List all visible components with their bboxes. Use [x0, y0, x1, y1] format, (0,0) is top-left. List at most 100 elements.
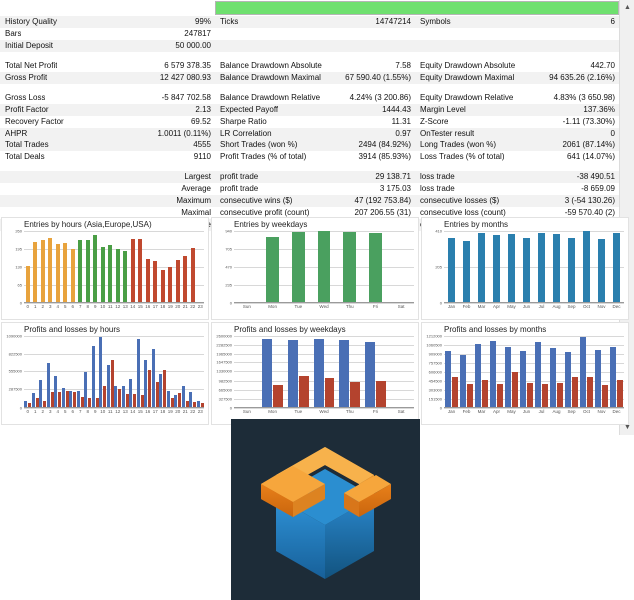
bar-slot[interactable]	[363, 231, 389, 303]
bar-slot[interactable]	[444, 336, 459, 408]
bar-slot[interactable]	[39, 336, 47, 408]
chart-entries-by-months[interactable]: Entries by months 0 205 410 Jan Feb Mar Apr May J…	[421, 217, 629, 320]
bar-slot[interactable]	[122, 231, 130, 303]
bar-slot[interactable]	[196, 336, 205, 408]
bar-slot[interactable]	[285, 231, 311, 303]
bar-slot[interactable]	[285, 336, 311, 408]
bar-slot[interactable]	[534, 231, 549, 303]
bar-slot[interactable]	[32, 231, 40, 303]
bar-slot[interactable]	[129, 231, 137, 303]
bar-slot[interactable]	[474, 336, 489, 408]
bar-slot[interactable]	[121, 336, 130, 408]
bar-slot[interactable]	[47, 231, 55, 303]
bar-slot[interactable]	[594, 231, 609, 303]
bar-slot[interactable]	[579, 231, 594, 303]
bar-slot[interactable]	[388, 336, 414, 408]
bar-slot[interactable]	[167, 231, 175, 303]
bar-slot[interactable]	[144, 231, 152, 303]
bar-slot[interactable]	[114, 231, 122, 303]
bar-slot[interactable]	[564, 336, 579, 408]
bar-slot[interactable]	[31, 336, 40, 408]
bar-slot[interactable]	[107, 231, 115, 303]
bar-slot[interactable]	[159, 231, 167, 303]
bar-slot[interactable]	[77, 231, 85, 303]
stats-label: Balance Drawdown Maximal	[220, 73, 321, 82]
bar-slot[interactable]	[54, 336, 62, 408]
bar-slot[interactable]	[564, 231, 579, 303]
bar-slot[interactable]	[549, 231, 564, 303]
bar-slot[interactable]	[260, 231, 286, 303]
bar-slot[interactable]	[474, 231, 489, 303]
bar-slot[interactable]	[182, 231, 190, 303]
bar-slot[interactable]	[99, 336, 107, 408]
bar-slot[interactable]	[76, 336, 85, 408]
bar-slot[interactable]	[519, 231, 534, 303]
bar-slot[interactable]	[459, 231, 474, 303]
chart-entries-by-hours[interactable]: Entries by hours (Asia,Europe,USA) 0 65 130…	[1, 217, 209, 320]
bar-slot[interactable]	[337, 231, 363, 303]
bar-slot[interactable]	[459, 336, 474, 408]
bar-slot[interactable]	[234, 231, 260, 303]
stats-label: Expected Payoff	[220, 105, 279, 114]
bar-slot[interactable]	[311, 336, 337, 408]
bar-slot[interactable]	[129, 336, 137, 408]
chart-entries-by-weekdays[interactable]: Entries by weekdays 0 235 470 705 940 Sun Mon Tu…	[211, 217, 419, 320]
bar-slot[interactable]	[388, 231, 414, 303]
bar-slot[interactable]	[504, 336, 519, 408]
bar-slot[interactable]	[337, 336, 363, 408]
bar-slot[interactable]	[174, 336, 182, 408]
bar-slot[interactable]	[114, 336, 122, 408]
chart-profits-and-losses-by-months[interactable]: Profits and losses by months 0 151500 30300…	[421, 322, 629, 425]
bar	[552, 234, 561, 303]
bar-slot[interactable]	[46, 336, 55, 408]
bar-slot[interactable]	[166, 336, 175, 408]
bar-slot[interactable]	[534, 336, 549, 408]
bar-slot[interactable]	[151, 336, 160, 408]
bar-slot[interactable]	[363, 336, 389, 408]
bar-slot[interactable]	[609, 231, 624, 303]
bar-slot[interactable]	[136, 336, 145, 408]
scroll-up-icon[interactable]: ▲	[620, 0, 634, 15]
bar-slot[interactable]	[234, 336, 260, 408]
chart-profits-and-losses-by-hours[interactable]: Profits and losses by hours 0 287500 555000…	[1, 322, 209, 425]
bar-slot[interactable]	[609, 336, 624, 408]
bar-slot[interactable]	[69, 231, 77, 303]
bar-slot[interactable]	[260, 336, 286, 408]
bar-slot[interactable]	[152, 231, 160, 303]
bar-slot[interactable]	[106, 336, 115, 408]
chart-profits-and-losses-by-weekdays[interactable]: Profits and losses by weekdays 0 327500 665…	[211, 322, 419, 425]
bar-slot[interactable]	[159, 336, 167, 408]
bar-slot[interactable]	[91, 336, 100, 408]
bar-slot[interactable]	[311, 231, 337, 303]
bar-slot[interactable]	[99, 231, 107, 303]
bar-slot[interactable]	[519, 336, 534, 408]
chart-row: Profits and losses by hours 0 287500 555000…	[0, 321, 634, 426]
bar-slot[interactable]	[62, 231, 70, 303]
bar-slot[interactable]	[61, 336, 70, 408]
bar-slot[interactable]	[444, 231, 459, 303]
bar-slot[interactable]	[489, 336, 504, 408]
bar-slot[interactable]	[39, 231, 47, 303]
bar-slot[interactable]	[24, 336, 32, 408]
bar-loss	[617, 380, 623, 408]
bar-slot[interactable]	[84, 231, 92, 303]
bar-slot[interactable]	[579, 336, 594, 408]
bar-slot[interactable]	[197, 231, 205, 303]
gridline	[24, 371, 204, 373]
bar-slot[interactable]	[181, 336, 190, 408]
bar-slot[interactable]	[24, 231, 32, 303]
bar-slot[interactable]	[489, 231, 504, 303]
bar-slot[interactable]	[594, 336, 609, 408]
bar-slot[interactable]	[54, 231, 62, 303]
y-tick-label: 1965000	[216, 351, 232, 357]
bar-slot[interactable]	[504, 231, 519, 303]
bar-slot[interactable]	[69, 336, 77, 408]
bar-slot[interactable]	[189, 336, 197, 408]
bar-slot[interactable]	[144, 336, 152, 408]
bar-slot[interactable]	[137, 231, 145, 303]
bar-slot[interactable]	[84, 336, 92, 408]
bar-slot[interactable]	[549, 336, 564, 408]
bar-slot[interactable]	[174, 231, 182, 303]
bar-slot[interactable]	[92, 231, 100, 303]
bar-slot[interactable]	[189, 231, 197, 303]
